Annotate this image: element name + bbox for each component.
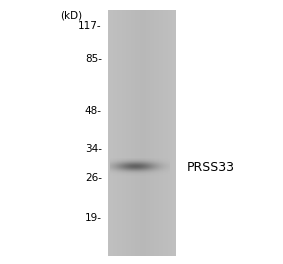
Text: 26-: 26- — [85, 173, 102, 183]
Text: PRSS33: PRSS33 — [187, 161, 235, 174]
Text: 48-: 48- — [85, 106, 102, 116]
Text: (kD): (kD) — [60, 11, 82, 21]
Text: 19-: 19- — [85, 213, 102, 223]
Text: 117-: 117- — [78, 21, 102, 31]
Text: 85-: 85- — [85, 54, 102, 64]
Text: 34-: 34- — [85, 144, 102, 154]
